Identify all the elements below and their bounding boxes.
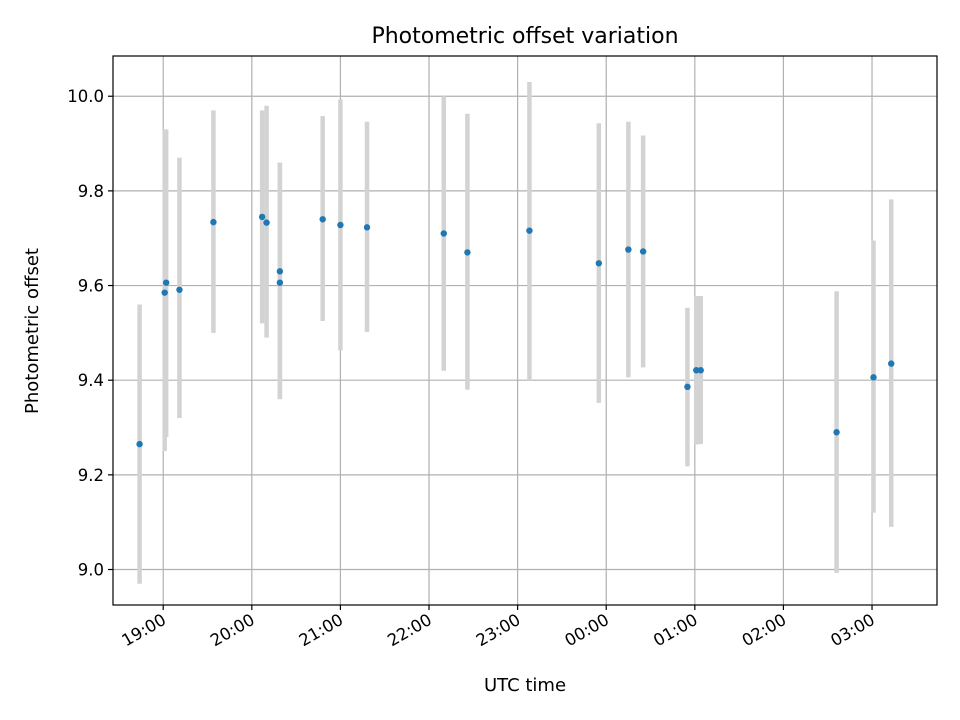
data-point	[697, 367, 704, 374]
x-tick-label: 21:00	[296, 610, 347, 650]
data-point	[337, 221, 344, 229]
data-point	[464, 249, 471, 256]
data-point	[440, 230, 447, 237]
data-point	[833, 429, 840, 436]
data-point	[276, 268, 284, 275]
data-point	[319, 216, 326, 223]
x-axis-label: UTC time	[484, 675, 566, 696]
chart-title: Photometric offset variation	[371, 24, 678, 49]
data-point	[693, 367, 700, 374]
y-tick-label: 9.6	[78, 277, 104, 296]
x-tick-label: 23:00	[473, 610, 524, 650]
y-tick-label: 9.8	[78, 182, 104, 201]
y-tick-label: 9.0	[78, 561, 104, 580]
y-tick-layer: 9.0 9.2 9.4 9.6 9.8 10.0	[67, 87, 113, 580]
x-tick-label: 02:00	[739, 610, 790, 650]
data-point	[136, 440, 143, 448]
data-point	[210, 218, 217, 226]
data-point	[176, 286, 183, 293]
y-axis-label: Photometric offset	[22, 248, 43, 414]
data-point	[639, 248, 647, 255]
data-point	[162, 279, 170, 286]
grid-layer	[113, 56, 937, 605]
data-point	[161, 289, 168, 296]
data-point	[363, 224, 371, 231]
x-tick-label: 22:00	[384, 610, 435, 650]
point-layer	[136, 213, 895, 448]
y-tick-label: 10.0	[67, 87, 104, 106]
y-tick-label: 9.2	[78, 466, 104, 485]
x-tick-label: 20:00	[207, 610, 258, 650]
x-tick-label: 01:00	[650, 610, 701, 650]
data-point	[526, 227, 533, 234]
x-tick-label: 19:00	[119, 610, 170, 650]
data-point	[625, 246, 632, 253]
data-point	[870, 374, 877, 381]
data-point	[684, 383, 691, 391]
data-point	[595, 260, 603, 267]
data-point	[263, 219, 270, 226]
x-tick-label: 03:00	[827, 610, 878, 650]
data-point	[888, 360, 895, 367]
y-tick-label: 9.4	[78, 371, 104, 390]
x-tick-label: 00:00	[562, 610, 613, 650]
data-point	[258, 213, 266, 221]
plot-frame	[112, 55, 938, 606]
x-tick-layer: 19:00 20:00 21:00 22:00 23:00 00:00 01:00 02:00…	[119, 605, 878, 650]
data-point	[276, 279, 284, 286]
